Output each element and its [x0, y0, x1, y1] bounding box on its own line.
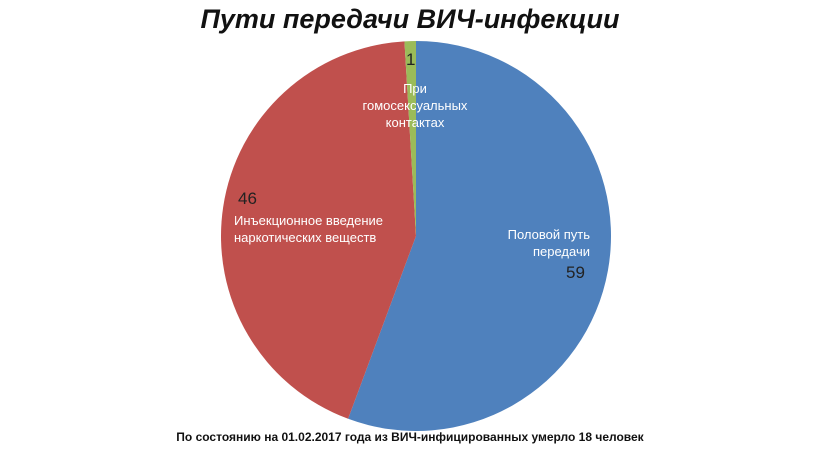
value-label: 59 [566, 263, 585, 282]
slice-label: Половой путь передачи [507, 227, 590, 259]
pie-slice [220, 41, 416, 419]
pie-slice [348, 41, 611, 431]
value-label: 1 [406, 50, 416, 69]
slice-label: Инъекционное введение наркотических веще… [234, 213, 384, 245]
slice-label: При гомосексуальных контактах [362, 81, 468, 130]
value-label: 46 [238, 189, 257, 208]
footnote: По состоянию на 01.02.2017 года из ВИЧ-и… [176, 430, 644, 444]
pie-slice [404, 41, 416, 236]
chart-title: Пути передачи ВИЧ-инфекции [200, 4, 620, 34]
